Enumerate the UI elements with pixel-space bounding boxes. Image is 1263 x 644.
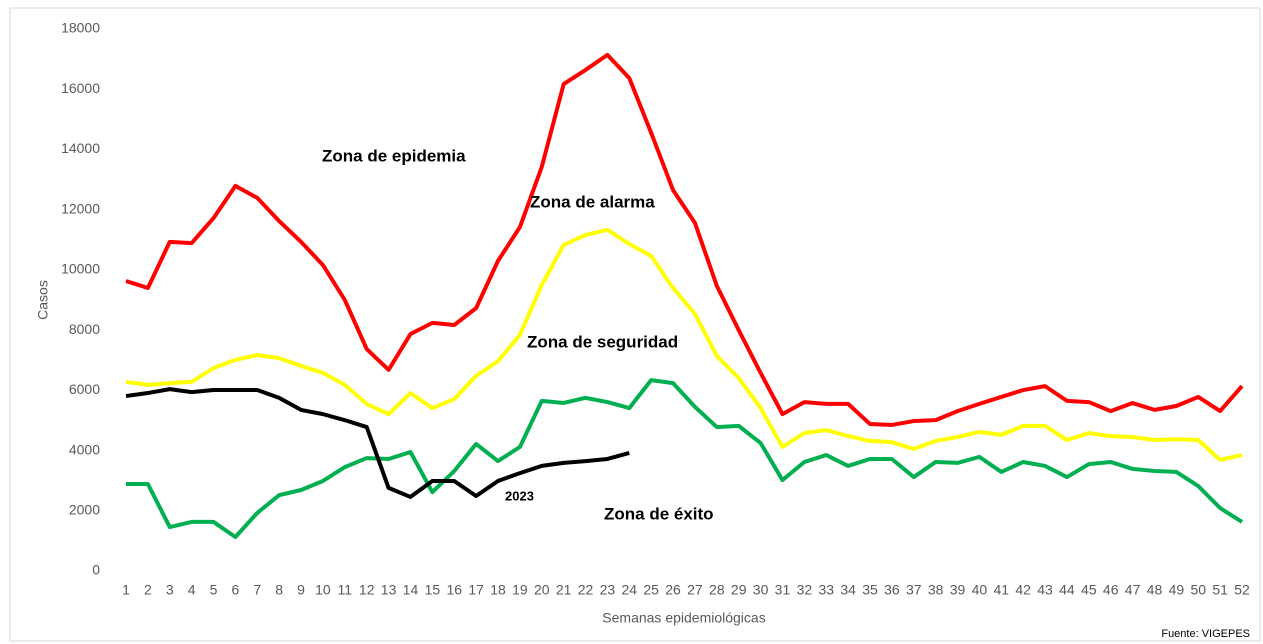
line-series — [125, 387, 630, 499]
x-tick-label: 21 — [556, 582, 572, 598]
x-tick-label: 42 — [1015, 582, 1031, 598]
x-tick-label: 18 — [490, 582, 506, 598]
x-tick-label: 6 — [232, 582, 240, 598]
y-axis-label: Casos — [35, 280, 51, 320]
annotation: Zona de éxito — [604, 504, 714, 523]
x-tick-label: 5 — [210, 582, 218, 598]
x-tick-label: 28 — [709, 582, 725, 598]
y-tick-label: 12000 — [61, 200, 100, 216]
x-tick-label: 12 — [359, 582, 375, 598]
x-tick-label: 9 — [297, 582, 305, 598]
x-tick-label: 45 — [1081, 582, 1097, 598]
y-tick-label: 8000 — [69, 321, 100, 337]
x-tick-label: 22 — [578, 582, 594, 598]
x-axis-label: Semanas epidemiológicas — [602, 610, 765, 626]
y-tick-label: 16000 — [61, 80, 100, 96]
y-tick-label: 2000 — [69, 501, 100, 517]
x-tick-label: 29 — [731, 582, 747, 598]
x-tick-label: 17 — [468, 582, 484, 598]
series-label: 2023 — [505, 488, 534, 503]
x-tick-label: 51 — [1212, 582, 1228, 598]
x-tick-label: 39 — [950, 582, 966, 598]
x-tick-label: 16 — [446, 582, 462, 598]
annotation: Zona de alarma — [530, 192, 655, 211]
x-tick-label: 25 — [643, 582, 659, 598]
x-tick-label: 33 — [818, 582, 834, 598]
x-tick-label: 46 — [1103, 582, 1119, 598]
x-tick-label: 41 — [994, 582, 1010, 598]
y-tick-label: 18000 — [61, 20, 100, 36]
x-tick-label: 31 — [775, 582, 791, 598]
x-tick-label: 52 — [1234, 582, 1250, 598]
x-tick-label: 37 — [906, 582, 922, 598]
x-tick-label: 34 — [840, 582, 856, 598]
x-tick-label: 48 — [1147, 582, 1163, 598]
y-tick-label: 6000 — [69, 381, 100, 397]
x-tick-label: 15 — [425, 582, 441, 598]
line-series — [125, 52, 1244, 427]
x-tick-label: 10 — [315, 582, 331, 598]
x-tick-label: 35 — [862, 582, 878, 598]
x-tick-label: 38 — [928, 582, 944, 598]
x-tick-label: 26 — [665, 582, 681, 598]
x-tick-label: 7 — [253, 582, 261, 598]
y-tick-label: 14000 — [61, 140, 100, 156]
y-tick-label: 4000 — [69, 441, 100, 457]
x-tick-label: 44 — [1059, 582, 1075, 598]
x-tick-label: 14 — [403, 582, 419, 598]
x-tick-label: 36 — [884, 582, 900, 598]
source: Fuente: VIGEPES — [1161, 628, 1250, 640]
y-tick-label: 10000 — [61, 261, 100, 277]
x-tick-label: 30 — [753, 582, 769, 598]
annotation: Zona de epidemia — [322, 146, 466, 165]
x-tick-label: 40 — [972, 582, 988, 598]
line-series — [126, 378, 1244, 539]
chart-frame — [9, 7, 1261, 642]
x-tick-label: 8 — [275, 582, 283, 598]
x-tick-label: 20 — [534, 582, 550, 598]
x-tick-label: 23 — [600, 582, 616, 598]
x-tick-label: 11 — [338, 582, 353, 598]
x-tick-label: 4 — [188, 582, 196, 598]
line-series — [125, 227, 1243, 462]
x-tick-label: 47 — [1125, 582, 1141, 598]
x-tick-label: 2 — [144, 582, 152, 598]
x-tick-label: 19 — [512, 582, 528, 598]
x-tick-label: 27 — [687, 582, 703, 598]
x-tick-label: 49 — [1169, 582, 1185, 598]
x-tick-label: 24 — [622, 582, 638, 598]
x-tick-label: 43 — [1037, 582, 1053, 598]
x-tick-label: 50 — [1190, 582, 1206, 598]
x-tick-label: 1 — [122, 582, 130, 598]
x-tick-label: 3 — [166, 582, 174, 598]
x-tick-label: 32 — [797, 582, 813, 598]
annotation: Zona de seguridad — [527, 332, 678, 351]
y-tick-label: 0 — [92, 562, 100, 578]
x-tick-label: 13 — [381, 582, 397, 598]
